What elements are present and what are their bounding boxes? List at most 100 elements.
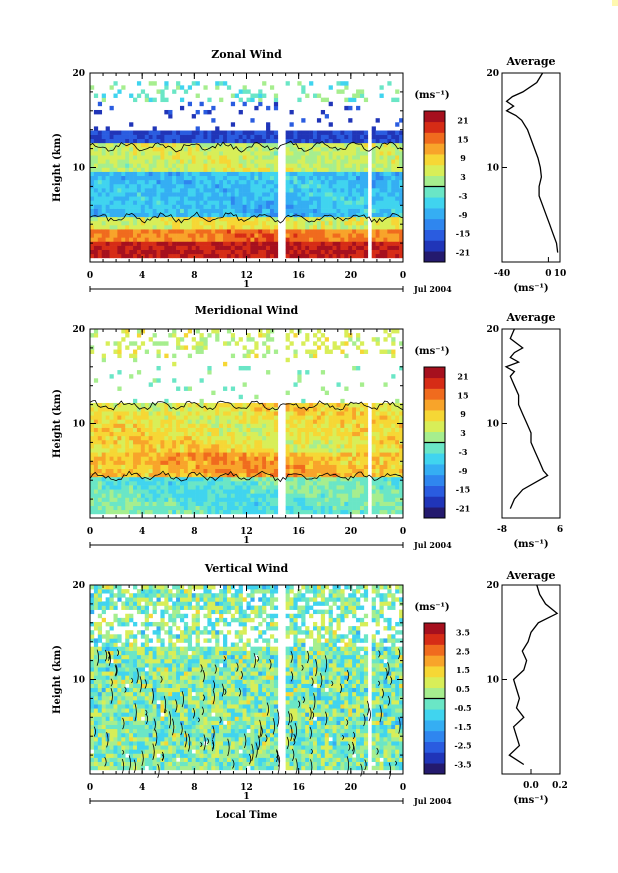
heatmap-cell <box>262 493 267 498</box>
heatmap-cell <box>336 249 341 255</box>
heatmap-cell <box>269 192 275 197</box>
heatmap-cell <box>383 456 388 461</box>
heatmap-cell <box>187 452 193 457</box>
heatmap-cell <box>160 200 165 205</box>
heatmap-cell <box>293 233 298 238</box>
heatmap-cell <box>297 245 302 250</box>
heatmap-cell <box>379 196 384 201</box>
heatmap-cell <box>250 497 255 502</box>
heatmap-cell <box>105 431 110 437</box>
heatmap-cell <box>129 341 134 346</box>
heatmap-cell <box>226 493 232 498</box>
heatmap-cell <box>105 138 110 144</box>
heatmap-cell <box>93 407 99 412</box>
heatmap-cell <box>144 439 149 445</box>
heatmap-cell <box>109 431 114 437</box>
heatmap-cell <box>129 175 134 181</box>
heatmap-cell <box>332 439 337 445</box>
heatmap-cell <box>199 225 204 230</box>
heatmap-cell <box>179 427 185 433</box>
heatmap-cell <box>332 468 337 474</box>
heatmap-cell <box>328 167 333 172</box>
heatmap-cell <box>211 216 216 222</box>
heatmap-cell <box>191 171 196 177</box>
heatmap-cell <box>387 163 392 168</box>
heatmap-cell <box>305 253 310 259</box>
heatmap-cell <box>250 419 255 424</box>
heatmap-cell <box>379 237 384 242</box>
heatmap-cell <box>129 419 134 424</box>
heatmap-cell <box>144 175 149 181</box>
heatmap-cell <box>320 427 326 433</box>
heatmap-cell <box>223 196 228 201</box>
heatmap-cell <box>356 163 361 168</box>
average-x-label: (ms⁻¹) <box>513 283 548 294</box>
heatmap-cell <box>223 212 228 218</box>
heatmap-cell <box>379 93 384 98</box>
heatmap-cell <box>215 476 220 482</box>
heatmap-cell <box>133 241 138 246</box>
heatmap-cell <box>203 435 208 441</box>
heatmap-cell <box>340 493 345 498</box>
heatmap-cell <box>379 85 384 90</box>
heatmap-cell <box>320 229 326 234</box>
heatmap-cell <box>313 509 318 515</box>
heatmap-cell <box>375 423 380 428</box>
heatmap-cell <box>125 204 130 209</box>
heatmap-cell <box>148 196 153 201</box>
heatmap-cell <box>117 464 122 469</box>
heatmap-cell <box>183 345 189 350</box>
heatmap-cell <box>148 204 153 209</box>
heatmap-cell <box>140 497 146 502</box>
heatmap-cell <box>359 175 365 181</box>
heatmap-cell <box>348 105 353 111</box>
heatmap-cell <box>328 489 333 494</box>
heatmap-cell <box>203 183 208 189</box>
heatmap-cell <box>336 460 341 465</box>
heatmap-cell <box>246 188 251 193</box>
heatmap-cell <box>262 155 267 160</box>
heatmap-cell <box>191 142 196 148</box>
heatmap-cell <box>309 431 314 437</box>
heatmap-cell <box>266 448 271 453</box>
heatmap-cell <box>223 464 228 469</box>
heatmap-cell <box>152 501 157 506</box>
heatmap-cell <box>258 159 263 164</box>
heatmap-cell <box>285 208 290 213</box>
heatmap-cell <box>152 505 157 511</box>
heatmap-cell <box>152 212 157 218</box>
heatmap-cell <box>223 175 228 181</box>
heatmap-cell <box>266 134 271 140</box>
heatmap-cell <box>109 171 114 177</box>
heatmap-cell <box>375 464 380 469</box>
heatmap-cell <box>316 472 322 478</box>
heatmap-cell <box>344 159 349 164</box>
heatmap-cell <box>313 204 318 209</box>
heatmap-cell <box>399 216 404 222</box>
heatmap-cell <box>215 427 220 433</box>
heatmap-cell <box>148 241 153 246</box>
heatmap-cell <box>148 464 153 469</box>
heatmap-cell <box>219 97 224 103</box>
heatmap-cell <box>207 476 212 482</box>
heatmap-cell <box>238 444 243 449</box>
heatmap-cell <box>309 444 314 449</box>
heatmap-cell <box>242 497 247 502</box>
heatmap-cell <box>219 167 224 172</box>
heatmap-cell <box>293 497 298 502</box>
heatmap-cell <box>266 183 271 189</box>
heatmap-cell <box>121 188 126 193</box>
heatmap-cell <box>238 415 243 420</box>
heatmap-cell <box>262 452 267 457</box>
heatmap-cell <box>121 431 126 437</box>
heatmap-cell <box>183 468 189 474</box>
heatmap-cell <box>344 245 349 250</box>
heatmap-cell <box>223 192 228 197</box>
heatmap-cell <box>223 415 228 420</box>
heatmap-cell <box>144 155 149 160</box>
heatmap-cell <box>399 204 404 209</box>
heatmap-cell <box>356 151 361 156</box>
heatmap-cell <box>226 431 232 437</box>
heatmap-cell <box>352 93 357 98</box>
